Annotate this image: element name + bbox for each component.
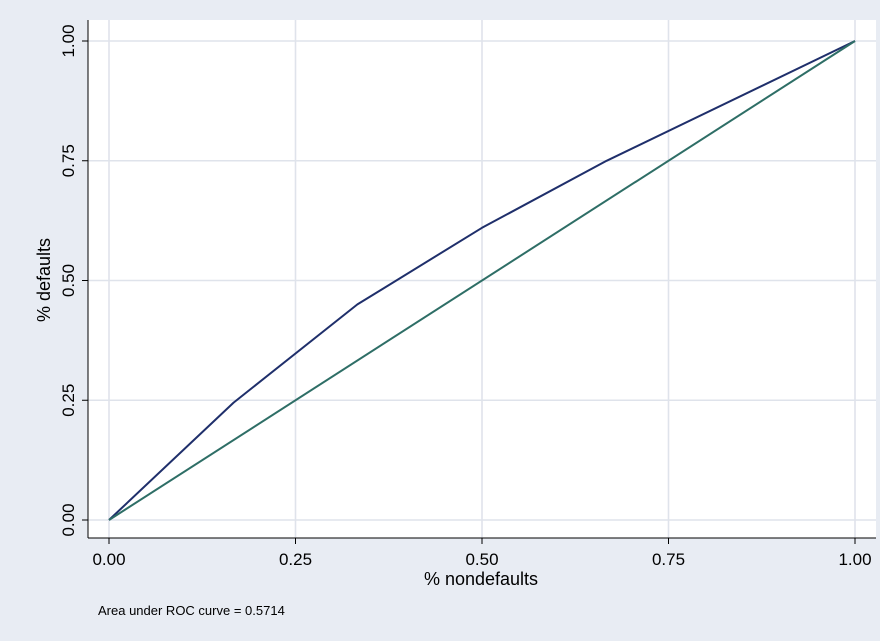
y-tick-label-0: 0.00: [59, 503, 78, 536]
roc-curve-line: [108, 40, 856, 521]
y-tick-labels: 0.00 0.25 0.50 0.75 1.00: [59, 24, 78, 536]
x-tick-label-0: 0.00: [92, 550, 125, 569]
x-axis-title: % nondefaults: [424, 569, 538, 589]
reference-diagonal-line: [108, 40, 856, 521]
x-tick-label-3: 0.75: [652, 550, 685, 569]
y-axis-title: % defaults: [34, 238, 54, 322]
y-tick-label-2: 0.50: [59, 264, 78, 297]
auc-note: Area under ROC curve = 0.5714: [98, 603, 285, 618]
y-tick-label-4: 1.00: [59, 24, 78, 57]
axes: [82, 20, 876, 544]
y-tick-label-1: 0.25: [59, 384, 78, 417]
y-tick-label-3: 0.75: [59, 144, 78, 177]
x-tick-label-4: 1.00: [838, 550, 871, 569]
x-tick-label-1: 0.25: [279, 550, 312, 569]
x-tick-label-2: 0.50: [465, 550, 498, 569]
x-tick-labels: 0.00 0.25 0.50 0.75 1.00: [92, 550, 871, 569]
series-group: [108, 40, 856, 521]
